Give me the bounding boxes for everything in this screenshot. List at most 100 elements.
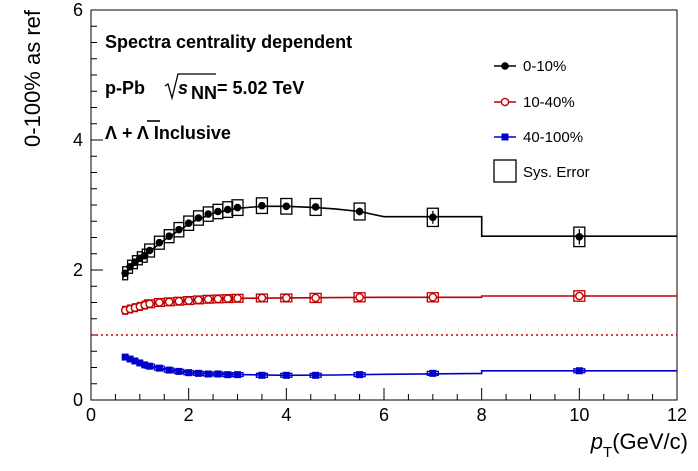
marker-40-100pct	[575, 367, 583, 375]
annotation-energy: p-Pb s NN = 5.02 TeV	[105, 73, 304, 103]
x-tick-label: 6	[379, 405, 389, 425]
marker-10-40pct	[257, 293, 267, 303]
marker-10-40pct	[575, 291, 584, 301]
marker-10-40pct	[282, 293, 291, 303]
marker-0-10pct	[140, 251, 149, 260]
marker-0-10pct	[165, 232, 173, 240]
sys-box-10-40pct	[309, 292, 322, 304]
sqrt-sign	[164, 73, 216, 101]
sys-box-0-10pct	[280, 197, 293, 215]
marker-40-100pct	[121, 353, 129, 361]
x-axis-title: pT(GeV/c)	[590, 429, 688, 461]
x-tick-label: 4	[281, 405, 291, 425]
marker-40-100pct	[136, 359, 144, 367]
marker-0-10pct	[233, 203, 242, 212]
marker-0-10pct	[194, 214, 203, 222]
marker-40-100pct	[214, 370, 222, 378]
marker-40-100pct	[185, 369, 193, 377]
marker-10-40pct	[213, 294, 223, 304]
legend-sys-box	[493, 159, 517, 183]
legend-label-sys-error: Sys. Error	[523, 164, 590, 181]
legend-label-40-100pct: 40-100%	[523, 129, 583, 146]
marker-10-40pct	[223, 294, 233, 303]
sys-box-10-40pct	[426, 292, 439, 303]
y-tick-label: 0	[73, 390, 83, 410]
legend-marker-40-100pct	[501, 133, 509, 141]
marker-40-100pct	[175, 367, 183, 375]
annotation-s: s	[178, 78, 188, 98]
sys-box-10-40pct	[573, 290, 586, 302]
marker-0-10pct	[311, 203, 320, 211]
marker-10-40pct	[145, 299, 154, 309]
marker-40-100pct	[126, 355, 134, 363]
marker-40-100pct	[429, 369, 437, 377]
marker-10-40pct	[164, 297, 174, 307]
x-axis-title-main: p	[590, 429, 603, 454]
annotation-title: Spectra centrality dependent	[105, 32, 352, 52]
marker-10-40pct	[355, 292, 364, 302]
sys-box-0-10pct	[426, 207, 439, 228]
annotation-particle-text: Λ + Λ Inclusive	[105, 123, 231, 143]
marker-0-10pct	[429, 213, 437, 222]
marker-0-10pct	[126, 262, 134, 271]
legend-label-10-40pct: 10-40%	[523, 94, 575, 111]
x-tick-labels: 0 2 4 6 8 10 12	[86, 405, 687, 425]
y-axis-title: 0-100% as ref	[20, 9, 45, 147]
sys-box-0-10pct	[144, 243, 156, 258]
marker-10-40pct	[155, 298, 164, 307]
x-tick-label: 0	[86, 405, 96, 425]
plot-frame	[90, 9, 678, 401]
legend-marker-0-10pct	[501, 62, 509, 70]
marker-40-100pct	[194, 369, 202, 377]
y-tick-label: 2	[73, 260, 83, 280]
annotation-system: p-Pb	[105, 78, 145, 98]
marker-0-10pct	[121, 269, 129, 278]
marker-10-40pct	[311, 293, 320, 303]
marker-40-100pct	[282, 371, 290, 379]
marker-0-10pct	[145, 246, 154, 255]
marker-0-10pct	[131, 258, 139, 267]
annotation-particle: Λ + Λ Inclusive	[105, 120, 231, 143]
marker-0-10pct	[214, 207, 222, 216]
marker-0-10pct	[204, 210, 212, 218]
marker-40-100pct	[258, 371, 266, 379]
sys-box-0-10pct	[309, 197, 322, 217]
x-tick-label: 10	[569, 405, 589, 425]
marker-40-100pct	[224, 371, 232, 379]
marker-0-10pct	[282, 202, 291, 211]
marker-10-40pct	[174, 296, 184, 306]
marker-0-10pct	[355, 207, 364, 216]
y-tick-label: 4	[73, 130, 83, 150]
marker-0-10pct	[223, 205, 232, 214]
sys-box-10-40pct	[353, 292, 366, 303]
marker-0-10pct	[258, 201, 266, 210]
marker-40-100pct	[165, 366, 173, 374]
marker-40-100pct	[141, 361, 149, 369]
sys-box-0-10pct	[573, 226, 586, 248]
sys-box-0-10pct	[231, 199, 244, 217]
x-tick-label: 12	[667, 405, 687, 425]
sys-box-0-10pct	[255, 197, 269, 215]
marker-0-10pct	[175, 225, 183, 234]
legend-label-0-10pct: 0-10%	[523, 58, 566, 75]
marker-40-100pct	[204, 370, 212, 378]
marker-0-10pct	[184, 219, 193, 227]
marker-10-40pct	[428, 292, 438, 302]
annotation-energy-value: = 5.02 TeV	[217, 78, 304, 98]
marker-0-10pct	[575, 233, 584, 241]
marker-40-100pct	[131, 357, 139, 365]
marker-10-40pct	[194, 295, 203, 305]
data-markers	[120, 201, 584, 379]
x-tick-label: 2	[184, 405, 194, 425]
marker-0-10pct	[155, 238, 164, 247]
legend-marker-10-40pct	[500, 97, 510, 107]
y-tick-label: 6	[73, 0, 83, 20]
marker-10-40pct	[184, 296, 193, 305]
marker-10-40pct	[233, 293, 242, 303]
y-tick-labels: 0 2 4 6	[73, 0, 83, 410]
axis-ticks	[90, 9, 678, 401]
legend: 0-10% 10-40% 40-100% Sys. Error	[493, 58, 590, 183]
marker-40-100pct	[234, 371, 241, 379]
fit-curves	[122, 205, 677, 377]
